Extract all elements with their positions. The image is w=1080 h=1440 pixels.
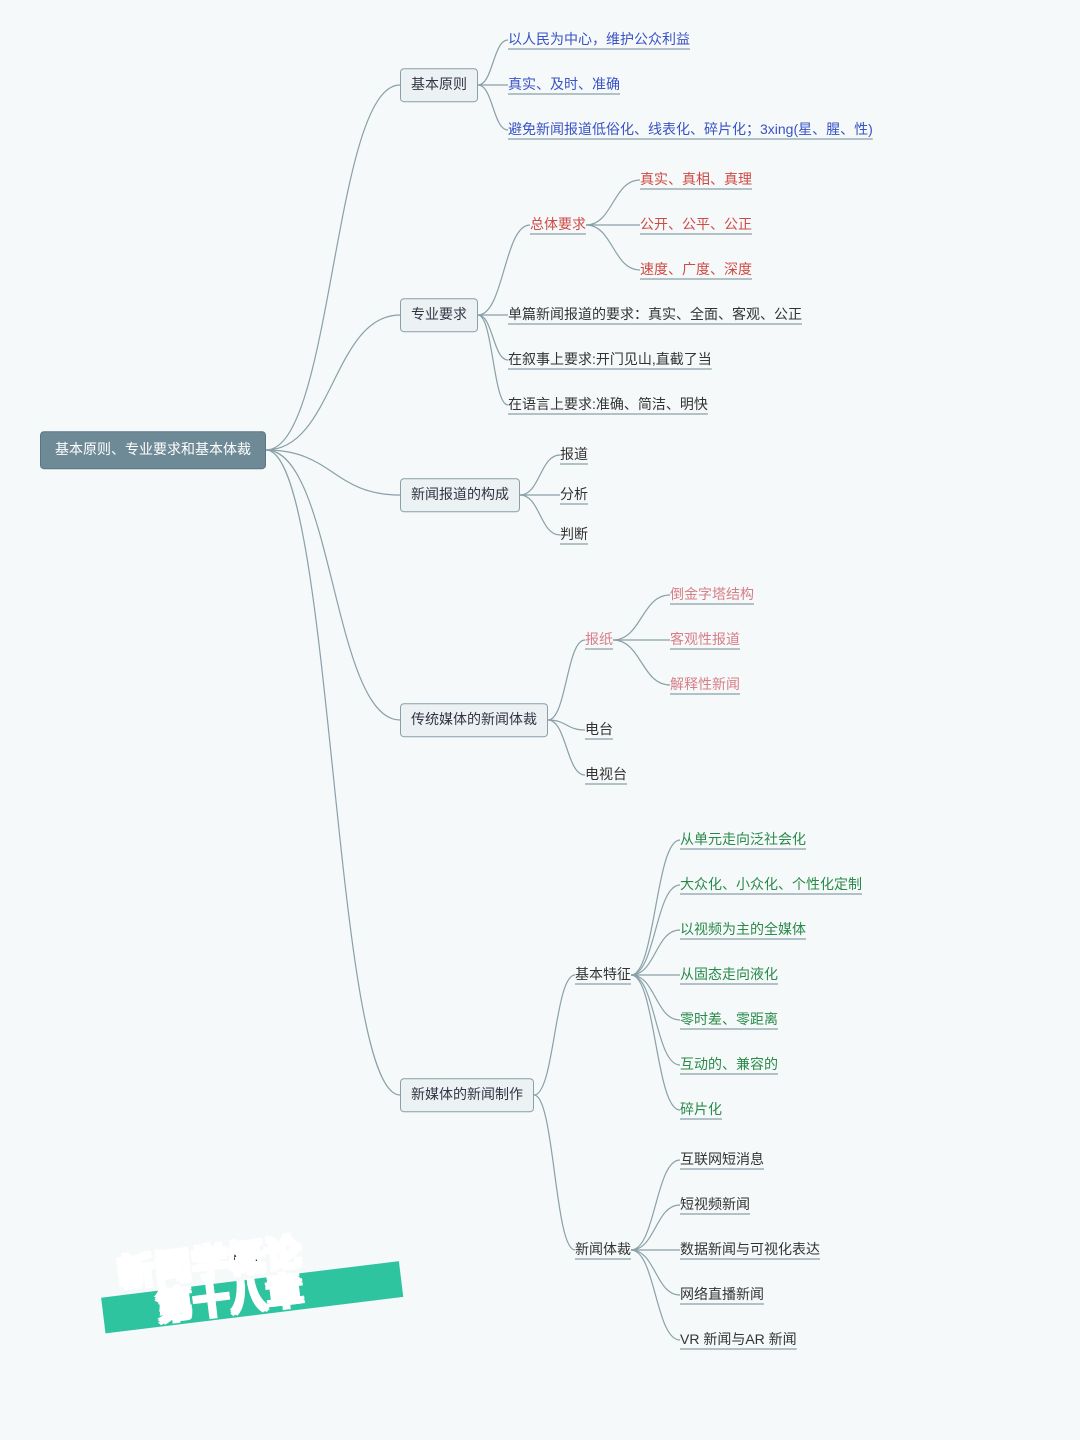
node-n5b3: 数据新闻与可视化表达 <box>680 1240 820 1260</box>
edge-n3-n3c <box>520 495 560 535</box>
node-n4b: 电台 <box>585 720 613 740</box>
node-n2a: 总体要求 <box>530 215 586 235</box>
node-n1b: 真实、及时、准确 <box>508 75 620 95</box>
node-n4a3: 解释性新闻 <box>670 675 740 695</box>
edge-n3-n3a <box>520 455 560 495</box>
node-n4a: 报纸 <box>585 630 613 650</box>
node-n5b: 新闻体裁 <box>575 1240 631 1260</box>
node-n5b5: VR 新闻与AR 新闻 <box>680 1330 797 1350</box>
node-n3: 新闻报道的构成 <box>400 478 520 512</box>
edge-n5a-n5a5 <box>631 975 680 1020</box>
node-n2a3: 速度、广度、深度 <box>640 260 752 280</box>
node-n5a3: 以视频为主的全媒体 <box>680 920 806 940</box>
edge-n2-n2a <box>478 225 530 315</box>
edge-n4a-n4a3 <box>613 640 670 685</box>
node-n5a2: 大众化、小众化、个性化定制 <box>680 875 862 895</box>
node-n5a: 基本特征 <box>575 965 631 985</box>
node-n5b4: 网络直播新闻 <box>680 1285 764 1305</box>
edge-root-n1 <box>266 85 400 450</box>
edge-n5a-n5a7 <box>631 975 680 1110</box>
edge-n2-n2c <box>478 315 508 360</box>
edge-n2a-n2a3 <box>586 225 640 270</box>
node-n1: 基本原则 <box>400 68 478 102</box>
node-n3b: 分析 <box>560 485 588 505</box>
edge-root-n5 <box>266 450 400 1095</box>
node-n5: 新媒体的新闻制作 <box>400 1078 534 1112</box>
edge-n4-n4c <box>548 720 585 775</box>
node-n4: 传统媒体的新闻体裁 <box>400 703 548 737</box>
node-n4a2: 客观性报道 <box>670 630 740 650</box>
node-n2: 专业要求 <box>400 298 478 332</box>
node-n5b2: 短视频新闻 <box>680 1195 750 1215</box>
node-n3c: 判断 <box>560 525 588 545</box>
edge-root-n4 <box>266 450 400 720</box>
node-n4c: 电视台 <box>585 765 627 785</box>
edge-n1-n1c <box>478 85 508 130</box>
node-n5a4: 从固态走向液化 <box>680 965 778 985</box>
node-n5a7: 碎片化 <box>680 1100 722 1120</box>
node-n2c: 在叙事上要求:开门见山,直截了当 <box>508 350 712 370</box>
edge-n5a-n5a2 <box>631 885 680 975</box>
edge-n5-n5a <box>534 975 575 1095</box>
node-n4a1: 倒金字塔结构 <box>670 585 754 605</box>
edge-n2-n2d <box>478 315 508 405</box>
node-n1c: 避免新闻报道低俗化、线表化、碎片化；3xing(星、腥、性) <box>508 120 873 140</box>
edge-n5a-n5a3 <box>631 930 680 975</box>
node-root: 基本原则、专业要求和基本体裁 <box>40 431 266 469</box>
node-n5a1: 从单元走向泛社会化 <box>680 830 806 850</box>
node-n5a6: 互动的、兼容的 <box>680 1055 778 1075</box>
edge-n5b-n5b4 <box>631 1250 680 1295</box>
edge-n5a-n5a6 <box>631 975 680 1065</box>
node-n1a: 以人民为中心，维护公众利益 <box>508 30 690 50</box>
edge-n5b-n5b5 <box>631 1250 680 1340</box>
node-n5b1: 互联网短消息 <box>680 1150 764 1170</box>
node-n2d: 在语言上要求:准确、简洁、明快 <box>508 395 708 415</box>
edge-n5b-n5b2 <box>631 1205 680 1250</box>
edge-n5-n5b <box>534 1095 575 1250</box>
node-n5a5: 零时差、零距离 <box>680 1010 778 1030</box>
node-n3a: 报道 <box>560 445 588 465</box>
edge-root-n2 <box>266 315 400 450</box>
edge-n5a-n5a1 <box>631 840 680 975</box>
edge-n5b-n5b1 <box>631 1160 680 1250</box>
edge-n1-n1a <box>478 40 508 85</box>
edge-n4-n4a <box>548 640 585 720</box>
edge-n2a-n2a1 <box>586 180 640 225</box>
node-n2b: 单篇新闻报道的要求：真实、全面、客观、公正 <box>508 305 802 325</box>
edge-n4a-n4a1 <box>613 595 670 640</box>
node-n2a2: 公开、公平、公正 <box>640 215 752 235</box>
node-n2a1: 真实、真相、真理 <box>640 170 752 190</box>
